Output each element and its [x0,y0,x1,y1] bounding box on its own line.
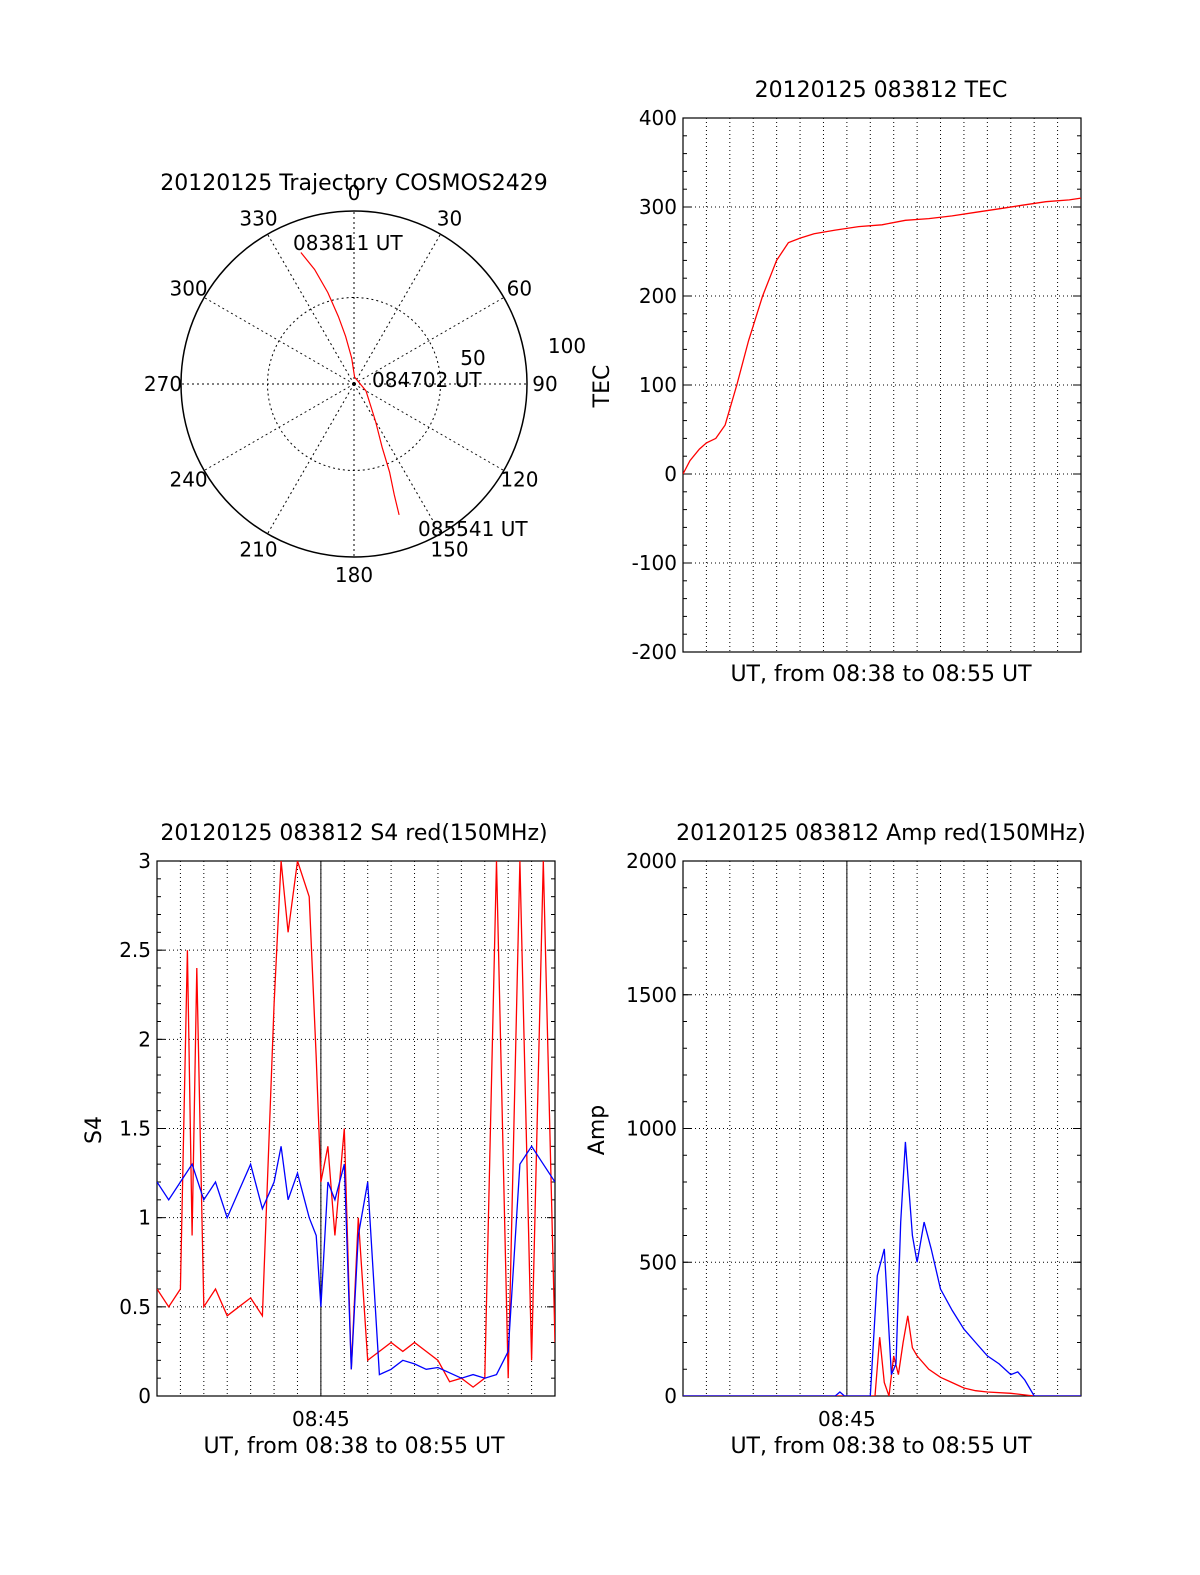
tec-y-tick-label: 100 [639,373,677,397]
s4-x-label: UT, from 08:38 to 08:55 UT [203,1434,505,1459]
s4-grid [156,860,556,1397]
s4-x-tick-label: 08:45 [292,1407,350,1431]
tec-x-label: UT, from 08:38 to 08:55 UT [730,662,1032,687]
polar-azimuth-labels: 0 30 60 90 120 150 180 210 240 270 300 330 [144,181,558,587]
tec-y-tick-label: 0 [664,462,677,486]
polar-azimuth-label: 270 [144,372,182,396]
s4-chart: 20120125 083812 S4 red(150MHz) 3 2.5 2 1.5 1… [82,821,556,1459]
polar-spoke [203,383,355,471]
amp-chart: 20120125 083812 Amp red(150MHz) 2000 1500… [585,821,1086,1459]
polar-spoke [203,297,355,385]
polar-azimuth-label: 240 [169,468,207,492]
s4-series-line-0 [157,861,555,1388]
tec-y-tick-label: 200 [639,284,677,308]
s4-y-tick-label: 2 [138,1027,151,1051]
tec-y-tick-label: 400 [639,106,677,130]
s4-y-tick-label: 1.5 [119,1117,151,1141]
polar-spoke [267,383,355,535]
polar-azimuth-label: 0 [348,181,361,205]
tec-grid [682,117,1082,653]
amp-series-line-0 [683,1315,1081,1396]
s4-y-tick-label: 0 [138,1384,151,1408]
polar-azimuth-label: 90 [532,372,557,396]
tec-y-tick-labels: 400 300 200 100 0 -100 -200 [632,106,677,664]
amp-x-label: UT, from 08:38 to 08:55 UT [730,1434,1032,1459]
tec-y-tick-label: 300 [639,195,677,219]
polar-azimuth-label: 330 [239,207,277,231]
tec-series-line-0 [683,197,1081,475]
amp-y-tick-label: 2000 [626,849,677,873]
s4-series-line-1 [157,1145,555,1379]
polar-annotation-end: 085541 UT [418,517,528,541]
amp-series-line-1 [683,1141,1081,1396]
tec-frame [682,117,1082,653]
polar-azimuth-label: 30 [437,207,462,231]
s4-y-tick-label: 3 [138,849,151,873]
tec-title: 20120125 083812 TEC [755,78,1008,103]
amp-series [683,1141,1081,1396]
polar-azimuth-label: 120 [500,468,538,492]
amp-y-tick-label: 1500 [626,983,677,1007]
s4-y-tick-labels: 3 2.5 2 1.5 1 0.5 0 [119,849,151,1408]
polar-title: 20120125 Trajectory COSMOS2429 [160,171,547,196]
polar-azimuth-label: 180 [335,563,373,587]
tec-y-tick-label: -200 [632,640,677,664]
tec-chart: 20120125 083812 TEC 400 300 200 100 0 -100 -20… [590,78,1082,687]
amp-y-tick-labels: 2000 1500 1000 500 0 [626,849,677,1408]
s4-y-tick-label: 1 [138,1206,151,1230]
s4-title: 20120125 083812 S4 red(150MHz) [160,821,547,846]
polar-grid [180,210,528,558]
tec-y-tick-label: -100 [632,551,677,575]
polar-outer-circle [180,210,528,558]
polar-spoke [353,383,505,471]
polar-radius-label-50: 50 [460,346,485,370]
s4-frame [156,860,556,1397]
s4-y-label: S4 [82,1116,107,1144]
s4-y-tick-label: 0.5 [119,1295,151,1319]
amp-y-tick-label: 0 [664,1384,677,1408]
tec-y-label: TEC [590,365,615,409]
polar-annotation-mid: 084702 UT [372,368,482,392]
amp-grid [682,860,1082,1397]
polar-spoke [353,383,441,535]
amp-y-tick-label: 500 [639,1250,677,1274]
amp-y-tick-label: 1000 [626,1117,677,1141]
amp-frame [682,860,1082,1397]
polar-azimuth-label: 150 [430,537,468,561]
polar-azimuth-label: 60 [507,277,532,301]
polar-spoke [353,233,441,385]
amp-x-tick-label: 08:45 [818,1407,876,1431]
polar-azimuth-label: 300 [169,277,207,301]
amp-y-label: Amp [585,1105,610,1155]
polar-azimuth-label: 210 [239,537,277,561]
polar-trajectory-line [300,252,400,516]
polar-spoke [267,233,355,385]
s4-series [157,861,555,1388]
s4-y-tick-label: 2.5 [119,938,151,962]
polar-annotation-start: 083811 UT [293,231,403,255]
polar-spoke [353,297,505,385]
tec-series [683,197,1081,475]
amp-title: 20120125 083812 Amp red(150MHz) [676,821,1086,846]
polar-radius-label-100: 100 [548,334,586,358]
polar-trajectory-chart: 20120125 Trajectory COSMOS2429 0 30 60 90 12… [144,171,586,587]
